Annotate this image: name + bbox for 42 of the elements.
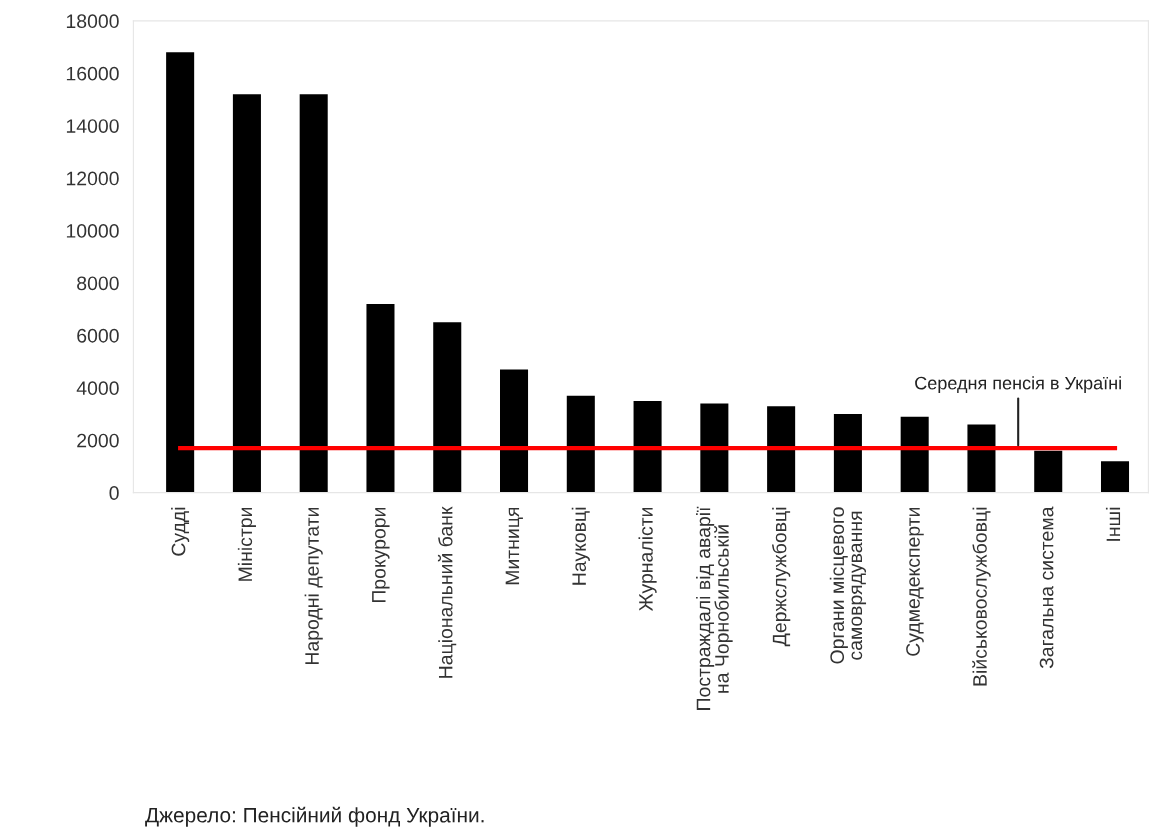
x-tick-label: Журналісти [638,507,657,612]
bar [767,406,796,493]
x-tick-label: Судді [171,507,190,556]
text: Джерело: Пенсійний фонд України. [145,806,484,827]
y-tick-label: 12000 [66,171,119,186]
y-tick-label: 18000 [66,14,119,29]
bar [633,400,662,493]
bar [433,322,462,493]
x-tick-label: Військовослужбовці [972,507,991,686]
y-tick-label: 2000 [77,433,119,448]
x-tick-label: Міністри [237,507,256,581]
x-tick-label: Постраждалі від аварії на Чорнобильській [696,506,733,710]
y-tick-label: 8000 [77,276,119,291]
y-tick-label: 0 [109,486,119,500]
x-tick-label: Національний банк [437,506,457,678]
x-tick-label: Судмедексперти [906,507,924,656]
x-tick-label: Загальна система [1039,506,1054,669]
bar [1100,461,1130,493]
x-tick-label: Інші [1105,507,1121,541]
bar [366,303,395,493]
bar [1034,450,1063,493]
y-tick-label: 4000 [76,381,119,396]
x-tick-label: Народні депутати [304,507,323,665]
x-tick-label: Науковці [571,507,590,585]
y-tick-label: 14000 [66,119,119,133]
y-tick-label: 10000 [66,224,119,238]
bar [232,94,261,493]
bar [900,416,929,493]
bar [500,369,529,493]
x-tick-label: Прокурори [372,507,390,603]
ref-line-label: Середня пенсія в Україні [915,376,1121,394]
bar [833,414,862,493]
y-tick-label: 16000 [66,66,119,81]
y-tick-label: 6000 [77,328,119,343]
x-tick-label: Держслужбовці [771,507,791,647]
x-tick-label: Митниця [505,507,523,585]
bar [700,403,729,493]
bar [967,424,996,493]
bar [299,94,328,493]
bar [566,395,595,493]
x-tick-label: Органи місцевого самоврядування [829,507,867,664]
bar [166,52,195,493]
